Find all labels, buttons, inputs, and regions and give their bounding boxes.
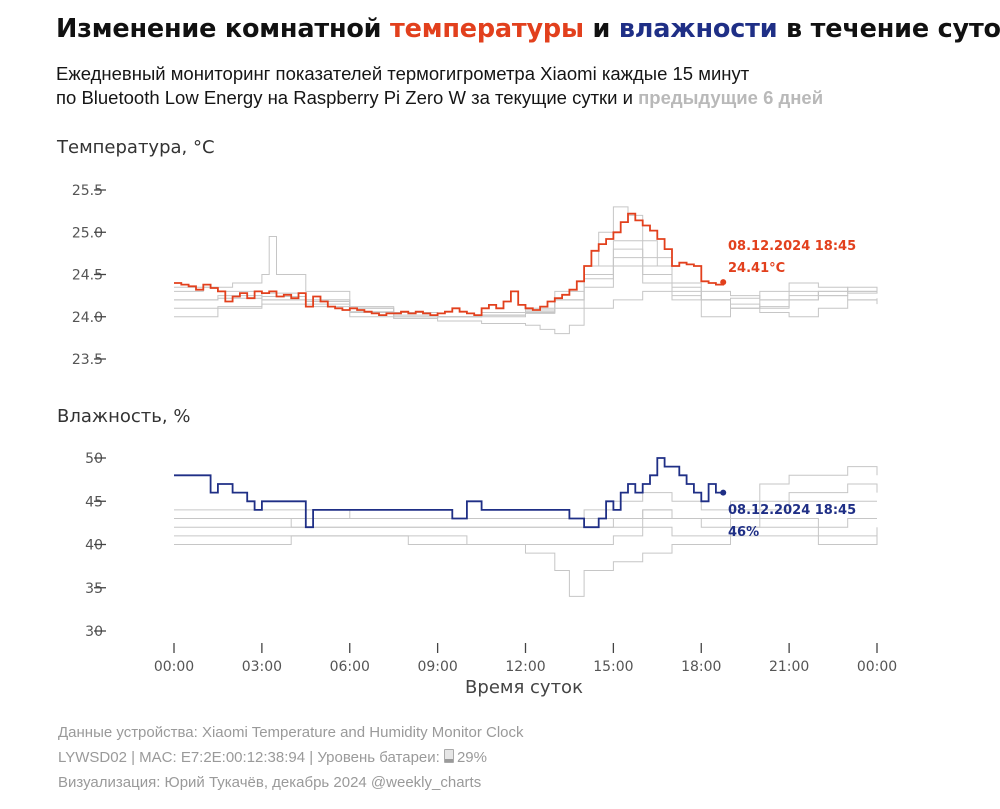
footer-mac-battery: LYWSD02 | MAC: E7:2E:00:12:38:94 | Урове… <box>58 745 524 770</box>
hum-series-previous <box>174 535 878 597</box>
subtitle-line1: Ежедневный мониторинг показателей термог… <box>56 63 750 84</box>
chart-subtitle: Ежедневный мониторинг показателей термог… <box>56 62 823 110</box>
hum-annotation-date: 08.12.2024 18:45 <box>728 503 856 518</box>
hum-annotation-value: 46% <box>728 525 759 540</box>
xtick-label: 00:00 <box>857 659 897 675</box>
hum-series-previous <box>174 500 877 528</box>
footer-credit: Визуализация: Юрий Тукачёв, декабрь 2024… <box>58 774 482 791</box>
footer-device: Данные устройства: Xiaomi Temperature an… <box>58 724 524 741</box>
temp-series-previous <box>174 240 878 318</box>
temperature-y-axis: 23.5 24.0 24.5 25.0 25.5 <box>72 183 106 368</box>
footer: Данные устройства: Xiaomi Temperature an… <box>58 720 524 795</box>
title-part1: Изменение комнатной <box>56 14 391 44</box>
title-part2: в течение суток <box>777 14 1000 44</box>
temp-annotation-value: 24.41°C <box>728 261 785 276</box>
title-and: и <box>583 14 619 44</box>
subtitle-line2-text: по Bluetooth Low Energy на Raspberry Pi … <box>56 87 639 108</box>
footer-mac: LYWSD02 | MAC: E7:2E:00:12:38:94 | Урове… <box>58 749 444 766</box>
hum-series-current <box>174 457 724 529</box>
temp-ytick-label: 24.0 <box>72 310 103 326</box>
xtick-label: 12:00 <box>505 659 545 675</box>
x-axis-title: Время суток <box>465 677 583 698</box>
hum-ytick-label: 35 <box>85 581 103 597</box>
subtitle-previous-days: предыдущие 6 дней <box>638 87 824 108</box>
chart-title: Изменение комнатной температуры и влажно… <box>56 14 1000 44</box>
hum-series-previous <box>174 518 877 545</box>
time-x-axis: 00:00 03:00 06:00 09:00 12:00 15:00 18:00 21:00… <box>154 643 897 675</box>
hum-ytick-label: 50 <box>85 451 103 467</box>
battery-level-fill <box>444 758 453 762</box>
temperature-current-day <box>174 212 727 316</box>
humidity-axis-title: Влажность, % <box>57 406 190 427</box>
hum-series-previous <box>174 509 878 537</box>
xtick-label: 18:00 <box>681 659 721 675</box>
humidity-y-axis: 30 35 40 45 50 <box>85 451 106 640</box>
xtick-label: 15:00 <box>593 659 633 675</box>
xtick-label: 00:00 <box>154 659 194 675</box>
battery-percent: 29% <box>456 749 487 766</box>
hum-ytick-label: 40 <box>85 538 103 554</box>
xtick-label: 03:00 <box>242 659 282 675</box>
chart-area: Температура, °C 23.5 24.0 24.5 25.0 25.5 08.… <box>56 137 897 698</box>
temp-last-point <box>720 279 727 286</box>
hum-last-point <box>720 489 727 496</box>
temp-ytick-label: 23.5 <box>72 352 103 368</box>
title-humidity: влажности <box>618 14 778 44</box>
temp-ytick-label: 24.5 <box>72 268 103 284</box>
temp-annotation-date: 08.12.2024 18:45 <box>728 239 856 254</box>
temp-series-current <box>174 212 725 316</box>
temp-ytick-label: 25.5 <box>72 183 103 199</box>
temp-axis-title: Температура, °C <box>56 137 215 158</box>
title-temperature: температуры <box>390 14 584 44</box>
temp-ytick-label: 25.0 <box>72 225 103 241</box>
xtick-label: 21:00 <box>769 659 809 675</box>
xtick-label: 06:00 <box>330 659 370 675</box>
subtitle-line2: по Bluetooth Low Energy на Raspberry Pi … <box>56 86 823 110</box>
battery-icon <box>443 749 454 763</box>
xtick-label: 09:00 <box>417 659 457 675</box>
hum-ytick-label: 45 <box>85 494 103 510</box>
hum-ytick-label: 30 <box>85 624 103 640</box>
humidity-previous-days <box>174 466 878 597</box>
humidity-current-day <box>174 457 727 529</box>
